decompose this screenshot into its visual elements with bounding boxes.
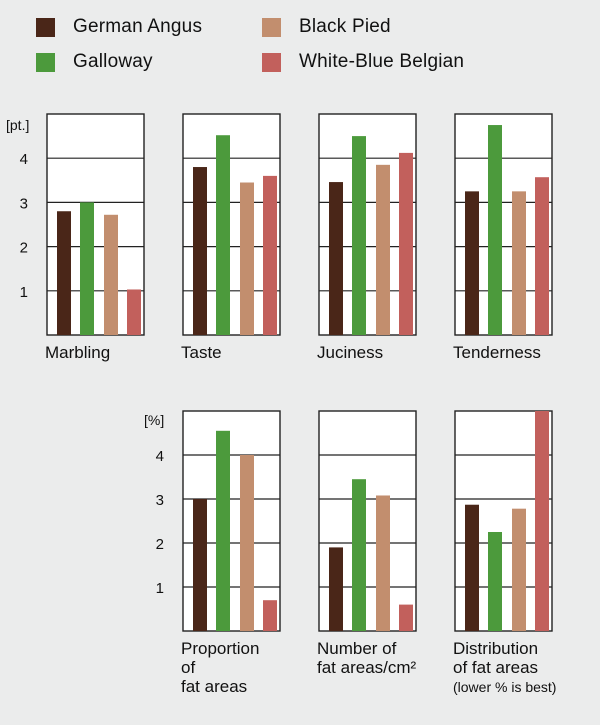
- chart-panel: [318, 410, 417, 632]
- y-tick-label: 1: [156, 580, 164, 597]
- legend-item: Black Pied: [262, 16, 391, 38]
- bar-galloway: [488, 125, 502, 335]
- panel-label-line: Distribution: [453, 639, 538, 658]
- legend-swatch: [262, 17, 281, 37]
- panel-label-line: of: [181, 658, 195, 677]
- chart-panel: [182, 410, 281, 632]
- y-tick-label: 3: [20, 195, 28, 212]
- panel-label-line: Tenderness: [453, 343, 541, 362]
- legend-item: Galloway: [36, 51, 153, 73]
- bar-white-blue-belgian: [263, 175, 277, 335]
- bar-galloway: [216, 430, 230, 631]
- panel-label: Taste: [181, 343, 222, 362]
- bar-german-angus: [329, 182, 343, 335]
- panel-label: Number of fat areas/cm²: [317, 639, 417, 677]
- bar-white-blue-belgian: [535, 411, 549, 631]
- panel-label-line: fat areas/cm²: [317, 658, 417, 677]
- legend-label: Galloway: [73, 51, 153, 72]
- bar-white-blue-belgian: [263, 600, 277, 631]
- chart-panel: [182, 113, 281, 336]
- bar-white-blue-belgian: [399, 152, 413, 335]
- legend-swatch: [36, 17, 55, 37]
- y-axis-unit-label: [%]: [144, 412, 164, 428]
- chart-panel: [454, 410, 553, 632]
- bar-black-pied: [512, 508, 526, 631]
- legend-label: Black Pied: [299, 16, 391, 37]
- legend-item: German Angus: [36, 16, 202, 38]
- bar-black-pied: [512, 191, 526, 335]
- chart-panel: [318, 113, 417, 336]
- bar-german-angus: [465, 504, 479, 631]
- y-tick-label: 2: [156, 536, 164, 553]
- panel-label: Tenderness: [453, 343, 541, 362]
- panel-label-line: Marbling: [45, 343, 110, 362]
- bar-white-blue-belgian: [399, 604, 413, 631]
- bar-german-angus: [57, 211, 71, 335]
- bar-black-pied: [240, 182, 254, 335]
- panel-label: Marbling: [45, 343, 110, 362]
- legend-label: White-Blue Belgian: [299, 51, 465, 72]
- panel-label: Distribution of fat areas (lower % is best…: [453, 639, 556, 695]
- panel-label-line: Number of: [317, 639, 397, 658]
- bar-galloway: [80, 202, 94, 335]
- panel-label-line: of fat areas: [453, 658, 538, 677]
- bar-galloway: [488, 532, 502, 631]
- panel-label-line: fat areas: [181, 677, 247, 696]
- legend-swatch: [36, 52, 55, 72]
- panel-label: Juciness: [317, 343, 383, 362]
- bar-german-angus: [465, 191, 479, 335]
- legend-item: White-Blue Belgian: [262, 51, 464, 73]
- y-tick-label: 4: [20, 151, 28, 168]
- y-axis-unit-label: [pt.]: [6, 117, 29, 133]
- y-tick-label: 4: [156, 448, 164, 465]
- y-tick-label: 1: [20, 284, 28, 301]
- bar-galloway: [216, 135, 230, 335]
- y-tick-label: 3: [156, 492, 164, 509]
- panel-label-line: Juciness: [317, 343, 383, 362]
- bar-german-angus: [193, 499, 207, 631]
- y-tick-label: 2: [20, 240, 28, 257]
- panel-label-line: Proportion: [181, 639, 259, 658]
- bar-black-pied: [104, 214, 118, 335]
- bar-black-pied: [240, 455, 254, 631]
- panel-label: Proportion of fat areas: [181, 639, 259, 696]
- panel-label-line: Taste: [181, 343, 222, 362]
- bar-german-angus: [329, 547, 343, 631]
- bar-galloway: [352, 479, 366, 631]
- legend-label: German Angus: [73, 16, 203, 37]
- bar-black-pied: [376, 495, 390, 631]
- chart-panel: [46, 113, 145, 336]
- chart-panel: [454, 113, 553, 336]
- bar-white-blue-belgian: [535, 177, 549, 335]
- legend-swatch: [262, 52, 281, 72]
- bar-german-angus: [193, 167, 207, 335]
- chart-legend: German Angus Black Pied Galloway White-Blue…: [0, 0, 600, 90]
- panel-label-line: (lower % is best): [453, 679, 556, 695]
- bar-black-pied: [376, 164, 390, 335]
- bar-galloway: [352, 136, 366, 335]
- bar-white-blue-belgian: [127, 289, 141, 335]
